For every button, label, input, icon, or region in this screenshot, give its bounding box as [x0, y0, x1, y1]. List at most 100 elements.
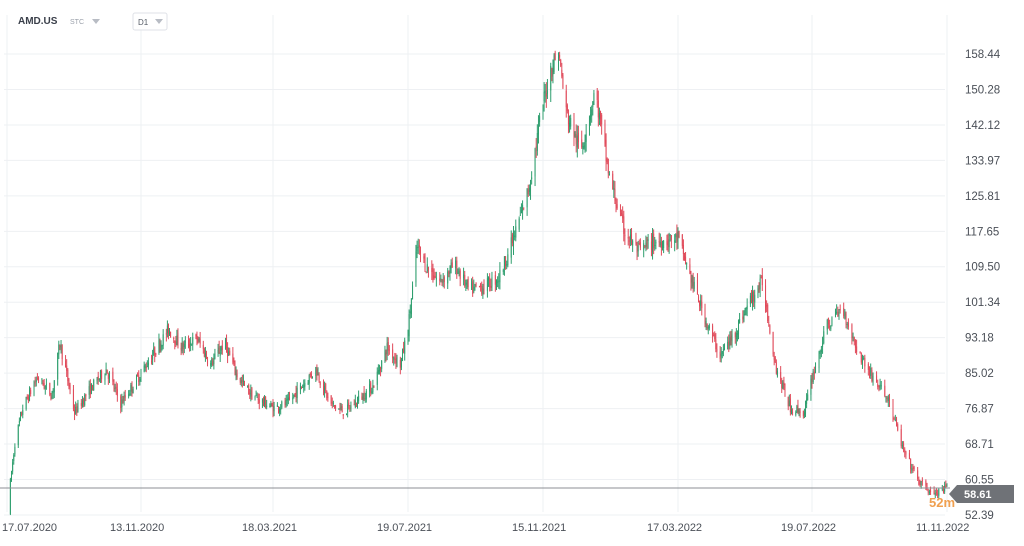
candle-body — [537, 125, 539, 135]
candle-body — [269, 406, 271, 408]
candle-body — [410, 298, 412, 315]
candle-body — [590, 114, 592, 121]
candle-body — [636, 243, 638, 253]
candle-body — [851, 324, 853, 339]
candle-body — [409, 311, 411, 314]
candle-body — [871, 370, 873, 381]
candle-body — [18, 421, 20, 424]
candle-body — [432, 269, 434, 279]
candle-body — [299, 384, 301, 390]
candle-body — [638, 242, 640, 245]
candle-body — [880, 385, 882, 387]
candle-body — [9, 479, 11, 515]
candle-body — [96, 378, 98, 382]
candle-body — [483, 286, 485, 291]
candle-body — [551, 68, 553, 77]
candle-body — [423, 256, 425, 259]
candle-body — [908, 453, 910, 459]
candle-body — [569, 123, 571, 127]
candle-body — [307, 382, 309, 385]
candle-body — [893, 418, 895, 420]
candle-body — [317, 373, 319, 376]
candle-body — [369, 384, 371, 392]
candle-body — [219, 351, 221, 356]
candle-body — [497, 281, 499, 283]
candle-body — [72, 389, 74, 409]
candle-body — [25, 397, 27, 410]
chevron-down-icon[interactable] — [92, 19, 100, 24]
candle-body — [513, 234, 515, 247]
candle-body — [478, 285, 480, 287]
candle-body — [167, 323, 169, 334]
candle-body — [878, 385, 880, 388]
candle-body — [44, 385, 46, 389]
y-tick-label: 93.18 — [965, 333, 994, 345]
candle-body — [713, 335, 715, 337]
chevron-down-icon[interactable] — [155, 19, 163, 24]
candle-body — [455, 260, 457, 269]
candle-body — [22, 410, 24, 416]
candle-body — [327, 396, 329, 398]
candle-body — [822, 343, 824, 347]
candle-body — [378, 369, 380, 371]
candle-body — [659, 241, 661, 246]
candle-body — [130, 384, 132, 392]
timeframe-selector[interactable]: D1 — [132, 12, 168, 31]
candle-body — [381, 360, 383, 369]
candle-body — [176, 335, 178, 346]
candle-body — [766, 304, 768, 307]
candle-body — [799, 411, 801, 413]
candle-body — [782, 382, 784, 389]
candle-body — [792, 412, 794, 414]
candle-body — [489, 277, 491, 288]
candle-body — [280, 408, 282, 411]
candle-body — [440, 278, 442, 280]
candle-body — [904, 449, 906, 453]
candle-body — [89, 383, 91, 395]
candle-body — [886, 397, 888, 400]
candle-countdown: 52m — [929, 495, 955, 510]
candle-body — [797, 404, 799, 413]
candle-body — [696, 279, 698, 295]
candle-body — [813, 371, 815, 374]
candle-body — [903, 443, 905, 450]
candle-body — [68, 379, 70, 387]
candle-body — [681, 234, 683, 246]
candle-body — [384, 350, 386, 362]
candle-body — [567, 113, 569, 125]
candle-body — [330, 395, 332, 404]
candle-body — [474, 284, 476, 286]
candle-body — [392, 349, 394, 359]
candle-body — [412, 285, 414, 300]
candle-body — [546, 90, 548, 94]
candle-body — [912, 467, 914, 469]
candle-body — [729, 336, 731, 346]
candle-body — [271, 405, 273, 407]
candles — [9, 50, 948, 516]
candle-body — [217, 350, 219, 353]
candle-body — [690, 274, 692, 284]
candle-body — [43, 382, 45, 389]
candle-body — [789, 398, 791, 413]
candle-body — [676, 231, 678, 242]
y-tick-label: 52.39 — [965, 510, 994, 522]
candle-body — [743, 314, 745, 322]
candle-body — [614, 188, 616, 201]
candle-body — [212, 360, 214, 365]
candle-body — [839, 308, 841, 311]
candle-body — [653, 233, 655, 249]
candle-body — [884, 385, 886, 397]
candle-body — [592, 101, 594, 107]
candle-body — [451, 262, 453, 268]
candle-body — [154, 347, 156, 356]
candle-body — [526, 188, 528, 208]
candle-body — [35, 379, 37, 383]
candle-body — [138, 375, 140, 383]
candle-body — [570, 117, 572, 127]
candle-body — [515, 226, 517, 238]
candle-body — [385, 352, 387, 356]
symbol-label[interactable]: AMD.US — [18, 16, 58, 27]
candle-body — [14, 446, 16, 455]
candle-body — [50, 396, 52, 400]
candle-body — [744, 307, 746, 315]
